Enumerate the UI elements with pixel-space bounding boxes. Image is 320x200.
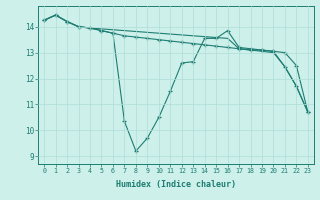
X-axis label: Humidex (Indice chaleur): Humidex (Indice chaleur): [116, 180, 236, 189]
